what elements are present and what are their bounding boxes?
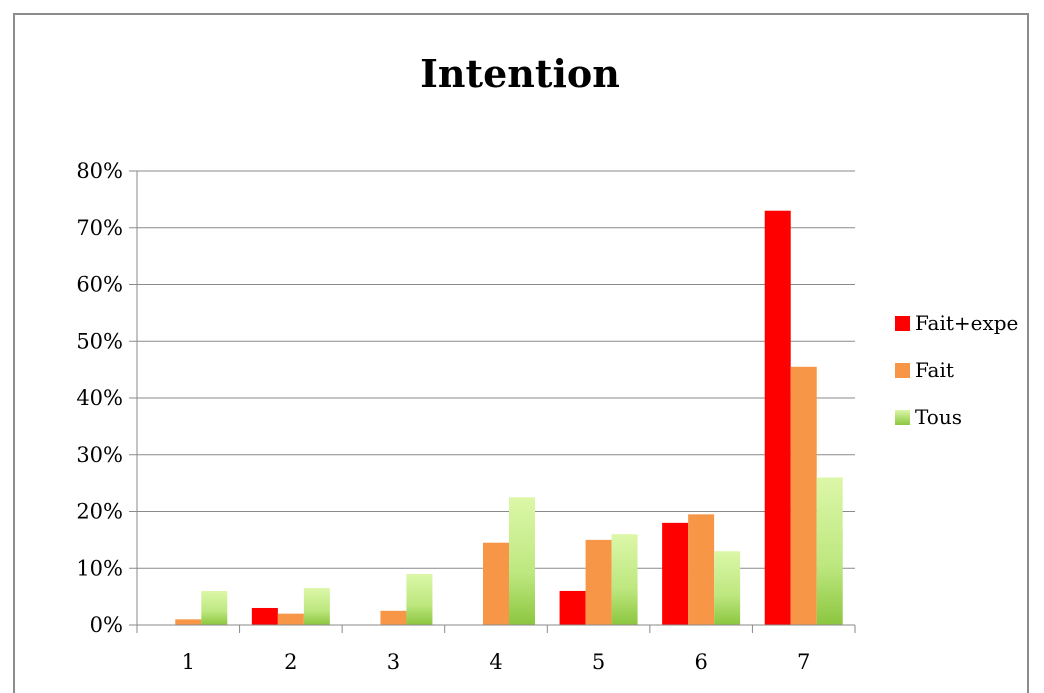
- legend-label: Tous: [915, 405, 962, 429]
- y-tick-label: 30%: [76, 443, 123, 467]
- x-tick-label: 4: [489, 650, 502, 674]
- x-tick-label: 1: [182, 650, 195, 674]
- bar-fait-5: [586, 540, 612, 625]
- y-tick-label: 40%: [76, 386, 123, 410]
- bar-fait-expe-6: [662, 523, 688, 625]
- y-tick-label: 10%: [76, 556, 123, 580]
- legend-label: Fait: [915, 358, 954, 382]
- bar-fait-3: [380, 611, 406, 625]
- x-tick-label: 6: [694, 650, 707, 674]
- bar-tous-6: [714, 551, 740, 625]
- y-tick-label: 60%: [76, 273, 123, 297]
- bar-fait-7: [791, 367, 817, 625]
- y-tick-label: 80%: [76, 159, 123, 183]
- bar-tous-7: [817, 477, 843, 625]
- x-tick-labels: 1 2 3 4 5 6 7: [182, 650, 811, 674]
- bar-tous-4: [509, 497, 535, 625]
- x-tick-label: 2: [284, 650, 297, 674]
- bar-tous-2: [304, 588, 330, 625]
- legend-label: Fait+expe: [915, 311, 1018, 335]
- bar-tous-1: [201, 591, 227, 625]
- bar-fait-expe-7: [765, 211, 791, 625]
- bar-fait-expe-5: [560, 591, 586, 625]
- bars: [175, 211, 842, 625]
- bar-fait-6: [688, 514, 714, 625]
- x-tick-label: 5: [592, 650, 605, 674]
- y-tick-label: 20%: [76, 500, 123, 524]
- bar-fait-2: [278, 614, 304, 625]
- bar-fait-4: [483, 543, 509, 625]
- chart-title: Intention: [420, 51, 620, 96]
- legend-swatch: [895, 363, 910, 378]
- bar-tous-5: [612, 534, 638, 625]
- x-tick-label: 7: [797, 650, 810, 674]
- bar-fait-expe-2: [252, 608, 278, 625]
- bar-tous-3: [406, 574, 432, 625]
- legend: Fait+expe Fait Tous: [895, 311, 1018, 429]
- y-tick-label: 50%: [76, 329, 123, 353]
- bar-fait-1: [175, 619, 201, 625]
- y-tick-label: 70%: [76, 216, 123, 240]
- y-tick-labels: 0% 10% 20% 30% 40% 50% 60% 70% 80%: [76, 159, 123, 637]
- x-tick-label: 3: [387, 650, 400, 674]
- legend-swatch: [895, 410, 910, 425]
- y-tick-label: 0%: [90, 613, 123, 637]
- legend-swatch: [895, 316, 910, 331]
